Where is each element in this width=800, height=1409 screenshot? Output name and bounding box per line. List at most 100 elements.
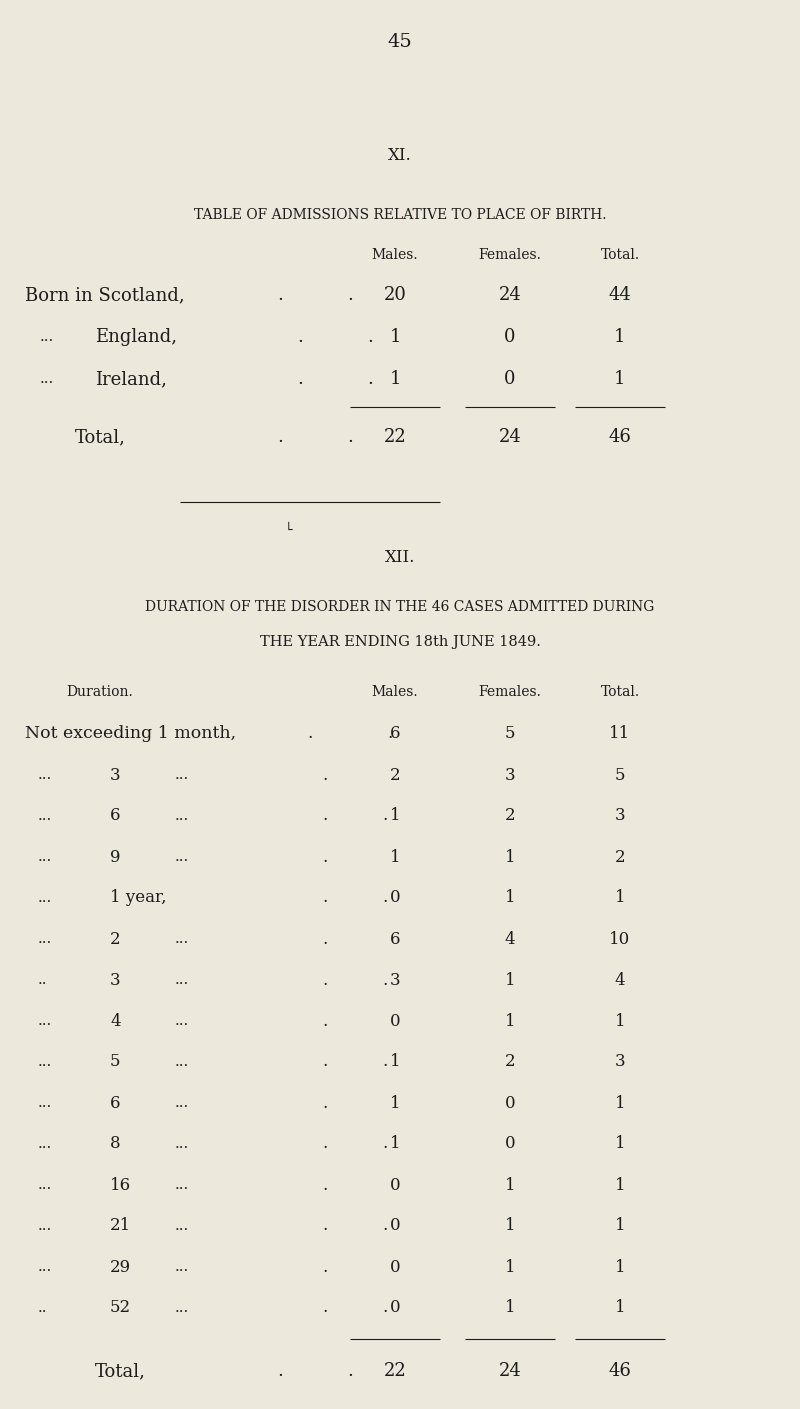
Text: 0: 0: [390, 889, 400, 906]
Text: 1: 1: [505, 1258, 515, 1275]
Text: 2: 2: [505, 1054, 515, 1071]
Text: .: .: [322, 1136, 328, 1153]
Text: 29: 29: [110, 1258, 131, 1275]
Text: ...: ...: [38, 1219, 52, 1233]
Text: ..: ..: [38, 974, 47, 986]
Text: ...: ...: [40, 372, 54, 386]
Text: 1: 1: [390, 807, 400, 824]
Text: 1 year,: 1 year,: [110, 889, 166, 906]
Text: 0: 0: [390, 1217, 400, 1234]
Text: TABLE OF ADMISSIONS RELATIVE TO PLACE OF BIRTH.: TABLE OF ADMISSIONS RELATIVE TO PLACE OF…: [194, 209, 606, 223]
Text: ...: ...: [38, 850, 52, 864]
Text: England,: England,: [95, 328, 177, 347]
Text: ...: ...: [38, 809, 52, 823]
Text: ...: ...: [175, 1137, 190, 1151]
Text: .: .: [322, 930, 328, 947]
Text: ...: ...: [175, 974, 190, 986]
Text: 1: 1: [614, 371, 626, 387]
Text: 44: 44: [609, 286, 631, 304]
Text: 46: 46: [609, 428, 631, 447]
Text: .: .: [322, 848, 328, 865]
Text: ...: ...: [175, 1178, 190, 1192]
Text: Ireland,: Ireland,: [95, 371, 167, 387]
Text: Total.: Total.: [601, 248, 639, 262]
Text: 24: 24: [498, 428, 522, 447]
Text: 1: 1: [614, 1177, 626, 1193]
Text: ...: ...: [38, 890, 52, 905]
Text: .: .: [347, 286, 353, 304]
Text: ...: ...: [38, 1014, 52, 1029]
Text: 20: 20: [383, 286, 406, 304]
Text: 10: 10: [610, 930, 630, 947]
Text: .: .: [322, 807, 328, 824]
Text: .: .: [322, 1258, 328, 1275]
Text: 6: 6: [110, 807, 121, 824]
Text: 1: 1: [614, 1258, 626, 1275]
Text: .: .: [277, 286, 283, 304]
Text: 24: 24: [498, 286, 522, 304]
Text: 1: 1: [390, 1095, 400, 1112]
Text: 2: 2: [390, 766, 400, 783]
Text: 3: 3: [505, 766, 515, 783]
Text: .: .: [347, 1363, 353, 1379]
Text: DURATION OF THE DISORDER IN THE 46 CASES ADMITTED DURING: DURATION OF THE DISORDER IN THE 46 CASES…: [146, 600, 654, 614]
Text: 1: 1: [614, 1136, 626, 1153]
Text: 1: 1: [614, 1095, 626, 1112]
Text: 8: 8: [110, 1136, 121, 1153]
Text: ...: ...: [38, 1260, 52, 1274]
Text: Total,: Total,: [95, 1363, 146, 1379]
Text: 0: 0: [390, 1177, 400, 1193]
Text: 3: 3: [614, 1054, 626, 1071]
Text: 4: 4: [614, 971, 626, 989]
Text: 9: 9: [110, 848, 121, 865]
Text: 22: 22: [384, 428, 406, 447]
Text: .: .: [322, 1177, 328, 1193]
Text: ...: ...: [175, 931, 190, 945]
Text: ...: ...: [175, 1301, 190, 1315]
Text: ...: ...: [175, 809, 190, 823]
Text: ...: ...: [38, 931, 52, 945]
Text: ...: ...: [38, 1096, 52, 1110]
Text: ...: ...: [175, 850, 190, 864]
Text: 16: 16: [110, 1177, 131, 1193]
Text: .: .: [322, 971, 328, 989]
Text: ...: ...: [40, 330, 54, 344]
Text: .: .: [322, 1095, 328, 1112]
Text: .: .: [322, 1217, 328, 1234]
Text: .: .: [307, 726, 313, 743]
Text: Females.: Females.: [478, 685, 542, 699]
Text: 3: 3: [110, 971, 121, 989]
Text: 24: 24: [498, 1363, 522, 1379]
Text: ...: ...: [175, 1096, 190, 1110]
Text: THE YEAR ENDING 18th JUNE 1849.: THE YEAR ENDING 18th JUNE 1849.: [259, 635, 541, 650]
Text: 1: 1: [505, 1013, 515, 1030]
Text: .: .: [322, 889, 328, 906]
Text: 6: 6: [390, 726, 400, 743]
Text: ...: ...: [38, 768, 52, 782]
Text: 22: 22: [384, 1363, 406, 1379]
Text: .: .: [277, 1363, 283, 1379]
Text: .: .: [322, 1299, 328, 1316]
Text: Born in Scotland,: Born in Scotland,: [25, 286, 185, 304]
Text: └: └: [285, 524, 293, 537]
Text: 0: 0: [504, 371, 516, 387]
Text: 1: 1: [614, 889, 626, 906]
Text: 1: 1: [505, 1177, 515, 1193]
Text: Males.: Males.: [372, 248, 418, 262]
Text: 5: 5: [614, 766, 626, 783]
Text: 0: 0: [504, 328, 516, 347]
Text: XI.: XI.: [388, 147, 412, 163]
Text: 6: 6: [390, 930, 400, 947]
Text: .: .: [382, 1217, 388, 1234]
Text: 1: 1: [390, 371, 401, 387]
Text: 3: 3: [390, 971, 400, 989]
Text: ...: ...: [175, 768, 190, 782]
Text: ...: ...: [38, 1137, 52, 1151]
Text: Duration.: Duration.: [66, 685, 134, 699]
Text: 0: 0: [390, 1013, 400, 1030]
Text: .: .: [382, 1299, 388, 1316]
Text: .: .: [367, 371, 373, 387]
Text: 21: 21: [110, 1217, 131, 1234]
Text: 1: 1: [505, 1217, 515, 1234]
Text: 1: 1: [505, 1299, 515, 1316]
